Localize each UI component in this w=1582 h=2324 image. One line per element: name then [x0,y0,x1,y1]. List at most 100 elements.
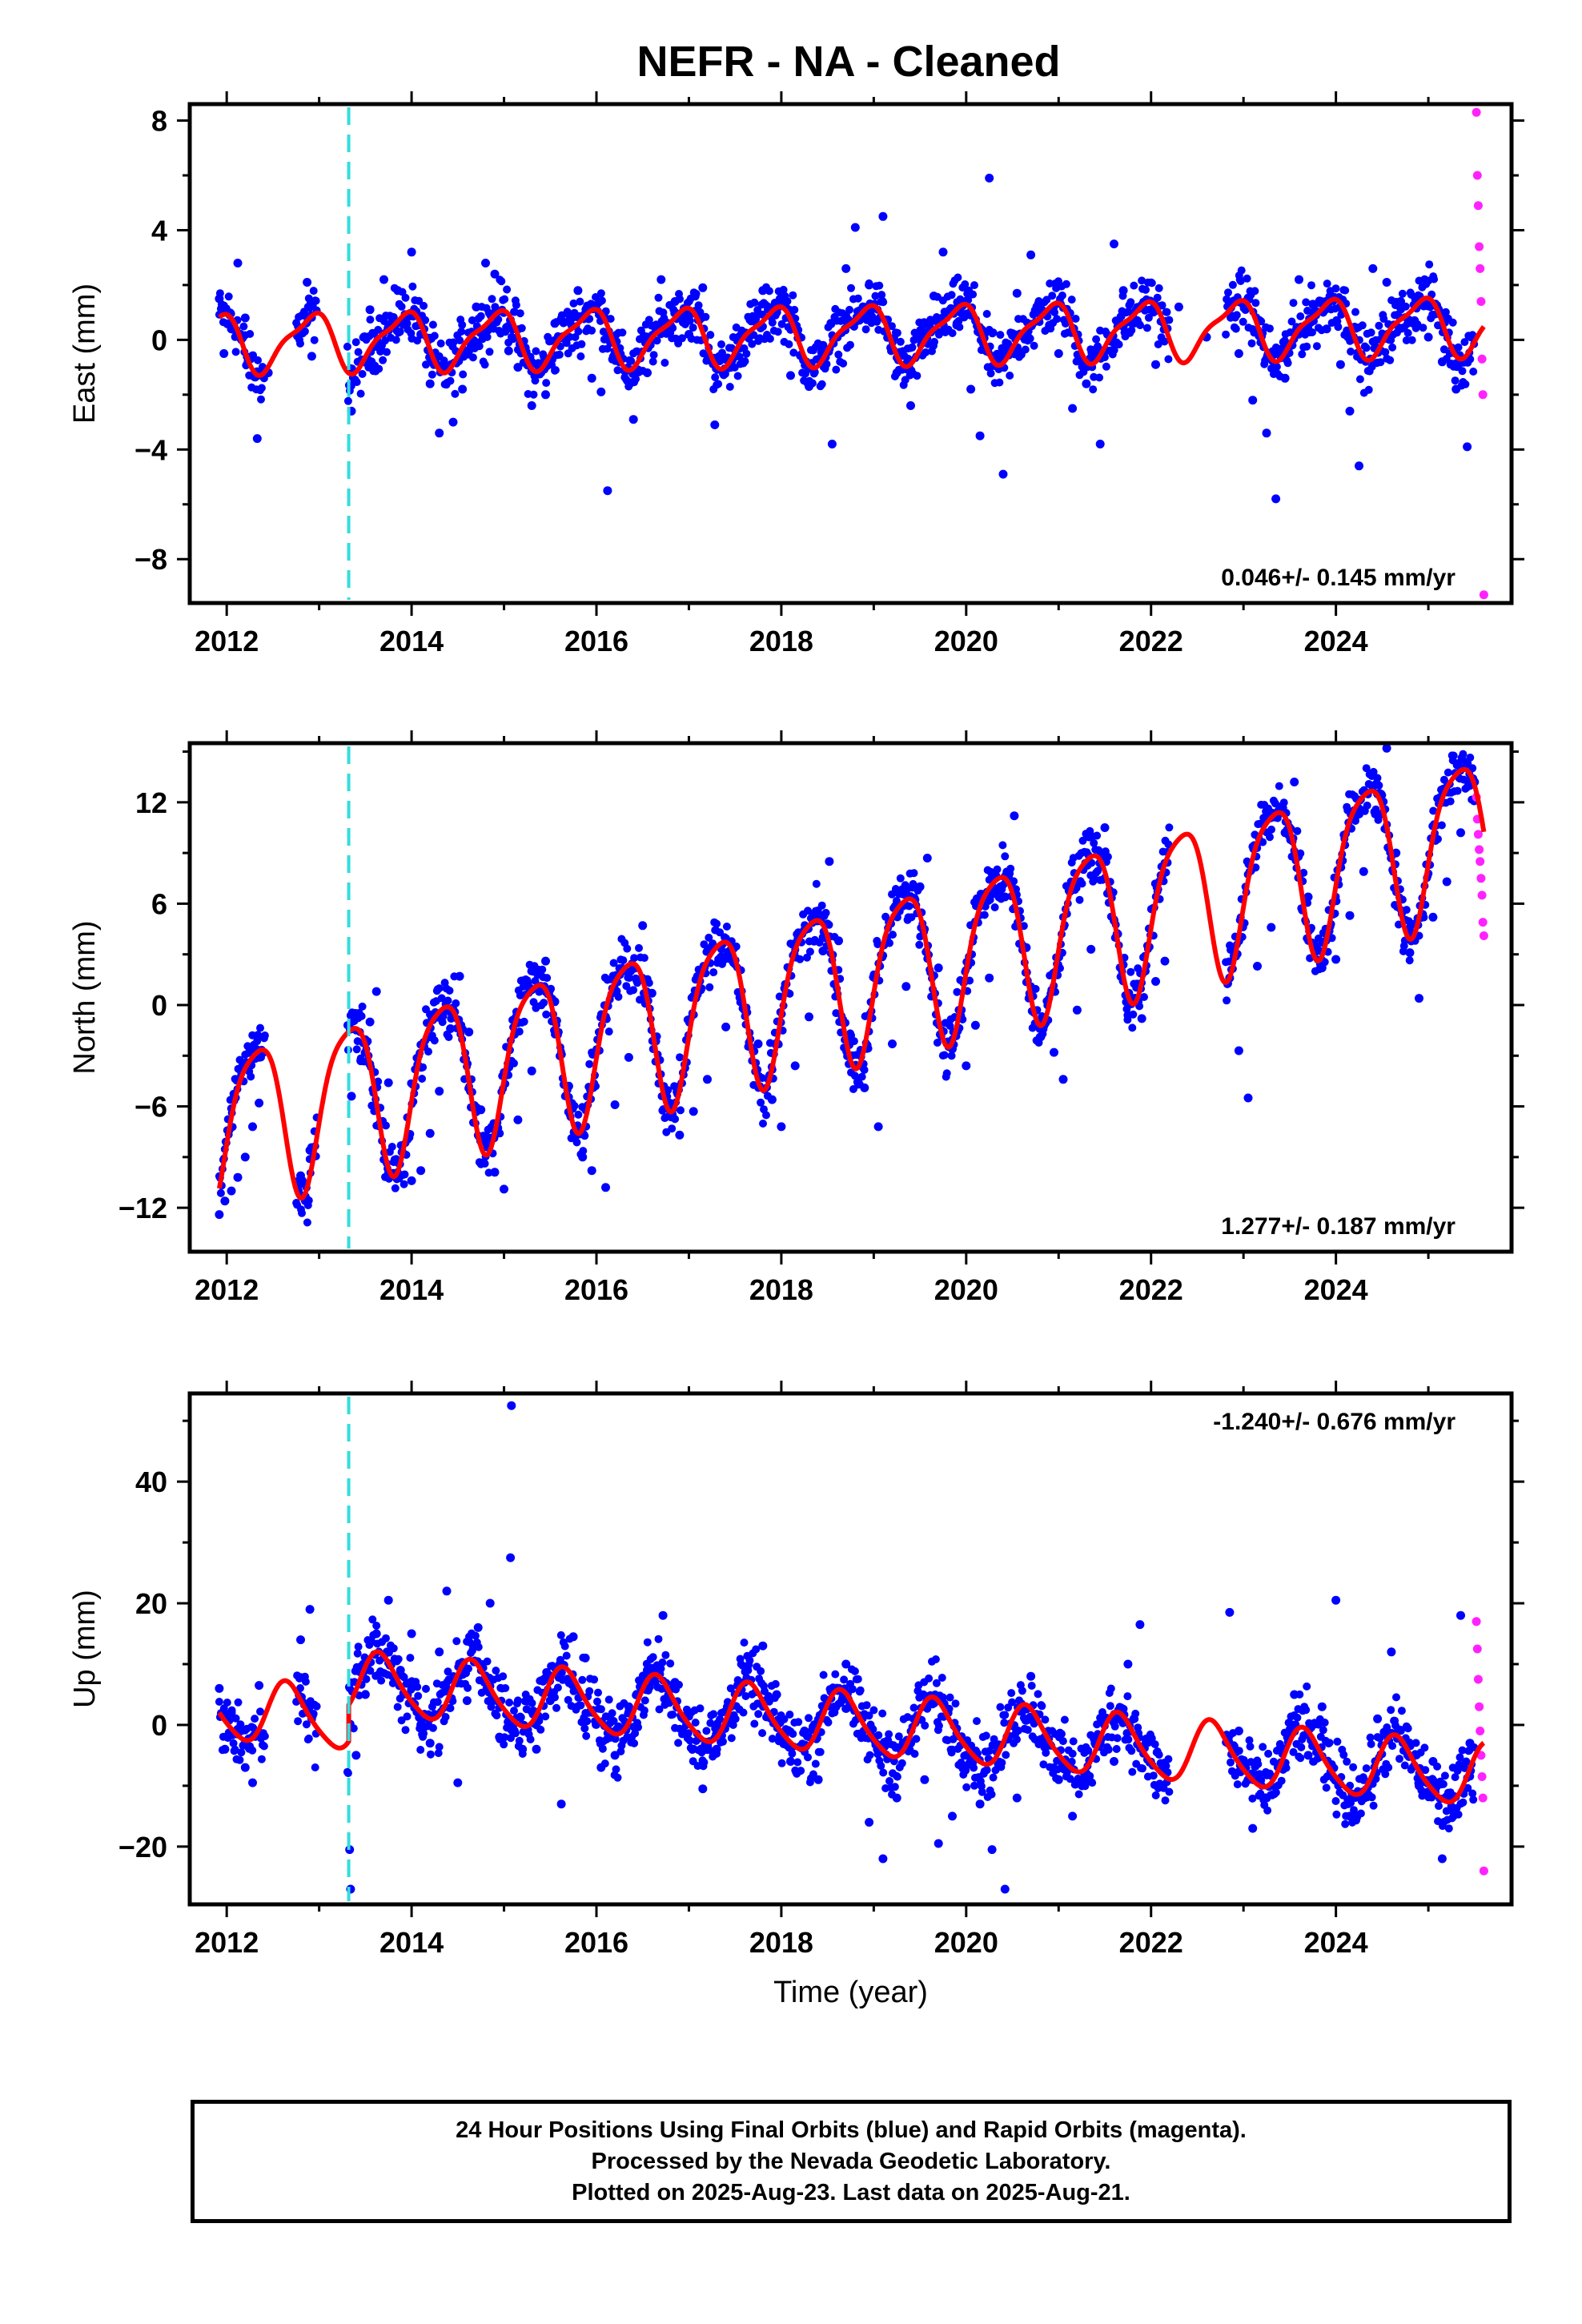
final-orbit-point [1058,1075,1068,1084]
final-orbit-point [597,296,606,305]
final-orbit-point [497,277,506,286]
final-orbit-point [1437,821,1446,830]
final-orbit-point [685,1708,693,1718]
y-tick-label-up: 40 [135,1466,167,1498]
final-orbit-point [765,287,773,296]
final-orbit-point [1402,906,1411,915]
final-orbit-point [428,370,436,379]
final-orbit-point [668,1124,677,1133]
final-orbit-point [468,353,477,362]
final-orbit-point [1095,373,1104,382]
final-orbit-point [1054,349,1063,358]
final-orbit-point [948,329,957,337]
x-tick-label-east: 2022 [1119,625,1183,657]
final-orbit-point [572,1138,581,1147]
final-orbit-point [371,1629,381,1638]
final-orbit-point [1127,326,1136,335]
final-orbit-point [606,315,615,324]
final-orbit-point [848,1685,857,1694]
final-orbit-point [1332,1810,1341,1819]
final-orbit-point [476,312,485,320]
final-orbit-point [1395,1755,1403,1763]
final-orbit-point [499,1672,508,1681]
final-orbit-point [750,298,759,307]
final-orbit-point [430,1036,439,1045]
final-orbit-point [879,1768,888,1777]
final-orbit-point [532,347,540,356]
rapid-orbit-point [1472,107,1481,117]
final-orbit-point [1026,250,1036,259]
final-orbit-point [694,301,703,310]
final-orbit-point [733,372,742,380]
final-orbit-point [1405,956,1414,965]
final-orbit-point [915,940,924,949]
final-orbit-point [1130,281,1138,290]
final-orbit-point [753,1039,763,1048]
final-orbit-point [513,363,523,372]
rapid-orbit-point [1478,390,1488,400]
final-orbit-point [588,326,596,335]
final-orbit-point [254,356,262,364]
final-orbit-point [1058,1737,1067,1746]
final-orbit-point [1442,877,1452,887]
final-orbit-point [573,286,583,296]
final-orbit-point [1415,1781,1423,1791]
final-orbit-point [1112,1745,1121,1753]
final-orbit-point [1456,828,1465,838]
final-orbit-point [1048,292,1057,300]
final-orbit-point [1013,1735,1021,1744]
rapid-orbit-point [1472,1617,1481,1626]
final-orbit-point [759,1120,767,1128]
final-orbit-point [671,1115,680,1124]
final-orbit-point [632,375,640,384]
final-orbit-point [718,348,726,357]
final-orbit-point [239,322,248,331]
final-orbit-point [1002,1751,1010,1759]
final-orbit-point [1355,375,1364,384]
final-orbit-point [1106,1702,1114,1711]
final-orbit-point [856,1686,865,1695]
final-orbit-point [1279,798,1288,807]
final-orbit-point [536,1725,545,1734]
final-orbit-point [215,1683,224,1693]
final-orbit-point [1067,296,1076,304]
final-orbit-point [515,1736,524,1745]
final-orbit-point [407,1176,416,1185]
rapid-orbit-point [1473,1675,1483,1684]
final-orbit-point [1320,1719,1329,1727]
final-orbit-point [1452,384,1461,394]
final-orbit-point [1114,340,1123,349]
final-orbit-point [640,954,648,963]
final-orbit-point [1465,1739,1475,1748]
final-orbit-point [832,365,841,374]
final-orbit-point [403,1712,412,1721]
final-orbit-point [1050,1047,1058,1057]
final-orbit-point [420,301,428,310]
final-orbit-point [1323,279,1331,288]
final-orbit-point [987,1845,997,1855]
final-orbit-point [1331,955,1341,964]
final-orbit-point [1287,317,1296,326]
final-orbit-point [888,322,896,331]
y-axis-label-north: North (mm) [68,920,102,1074]
final-orbit-point [1160,337,1169,346]
final-orbit-point [973,1717,981,1726]
final-orbit-point [304,1734,313,1743]
final-orbit-point [676,1053,684,1062]
final-orbit-point [604,1695,613,1704]
final-orbit-point [757,1667,765,1675]
final-orbit-point [850,1667,859,1675]
final-orbit-point [897,1759,906,1767]
final-orbit-point [249,351,258,360]
final-orbit-point [794,1718,803,1727]
final-orbit-point [1128,1767,1137,1776]
final-orbit-point [853,1675,862,1683]
final-orbit-point [762,1111,770,1120]
final-orbit-point [827,440,837,448]
caption-line-1: 24 Hour Positions Using Final Orbits (bl… [456,2117,1247,2143]
final-orbit-point [1441,308,1450,316]
final-orbit-point [909,869,918,878]
final-orbit-point [256,1023,264,1032]
final-orbit-point [1074,1790,1083,1799]
